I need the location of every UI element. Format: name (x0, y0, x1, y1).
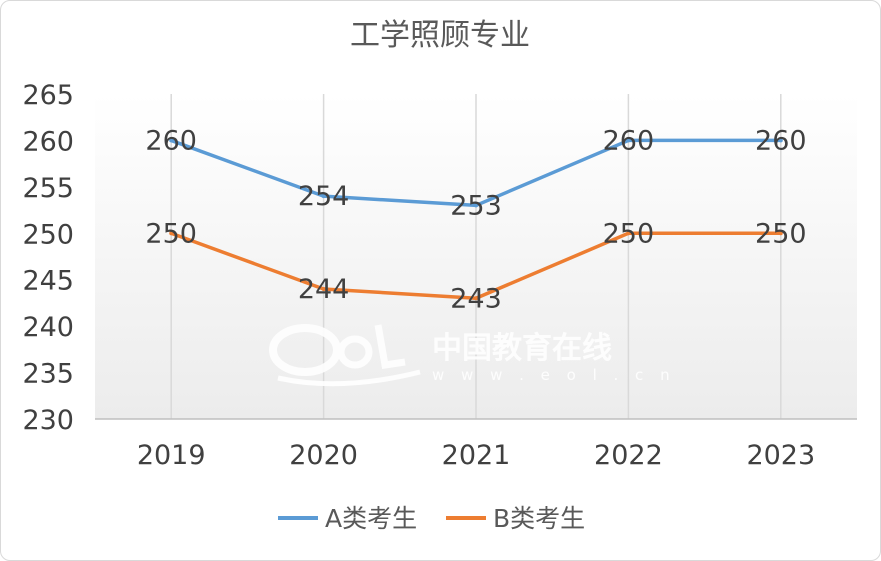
x-tick-label: 2019 (137, 440, 206, 471)
eol-logo-icon (269, 324, 421, 387)
x-tick-label: 2020 (289, 440, 358, 471)
data-label: 253 (450, 190, 502, 221)
y-tick-label: 240 (22, 312, 74, 343)
y-tick-label: 230 (22, 405, 74, 436)
legend-label: A类考生 (325, 504, 417, 533)
watermark-url: w w w . e o l . c n (432, 366, 676, 384)
data-label: 250 (603, 218, 655, 249)
data-point (169, 138, 174, 143)
x-tick-label: 2022 (594, 440, 663, 471)
y-tick-label: 255 (22, 173, 74, 204)
x-tick-label: 2023 (746, 440, 815, 471)
y-tick-label: 265 (22, 80, 74, 111)
data-label: 260 (145, 125, 197, 156)
chart-title: 工学照顾专业 (350, 18, 530, 53)
data-point (474, 296, 478, 301)
watermark: 中国教育在线 w w w . e o l . c n (269, 324, 676, 387)
data-point (778, 231, 783, 236)
y-tick-label: 250 (22, 219, 74, 250)
data-point (321, 287, 326, 291)
data-point (626, 231, 631, 236)
series-lines (169, 138, 783, 301)
y-axis-tick-labels: 265 260 255 250 245 240 235 230 (22, 80, 74, 436)
data-label: 250 (145, 218, 197, 249)
data-point (778, 138, 783, 143)
y-tick-label: 235 (22, 359, 74, 390)
data-labels: 260 254 253 260 260 250 244 243 250 250 (145, 125, 806, 314)
legend-label: B类考生 (493, 504, 585, 533)
data-label: 260 (755, 125, 807, 156)
y-tick-label: 260 (22, 126, 74, 157)
data-label: 243 (450, 283, 502, 314)
data-label: 260 (603, 125, 655, 156)
data-point (474, 203, 478, 208)
data-label: 244 (298, 274, 350, 305)
watermark-text: 中国教育在线 (432, 331, 612, 366)
legend: A类考生 B类考生 (278, 504, 585, 533)
x-tick-label: 2021 (442, 440, 511, 471)
x-axis-tick-labels: 2019 2020 2021 2022 2023 (137, 440, 815, 471)
y-tick-label: 245 (22, 266, 74, 297)
data-point (169, 231, 174, 236)
data-point (321, 194, 326, 199)
vertical-gridlines (95, 94, 857, 420)
data-label: 250 (755, 218, 807, 249)
data-label: 254 (298, 181, 350, 212)
data-point (626, 138, 631, 143)
